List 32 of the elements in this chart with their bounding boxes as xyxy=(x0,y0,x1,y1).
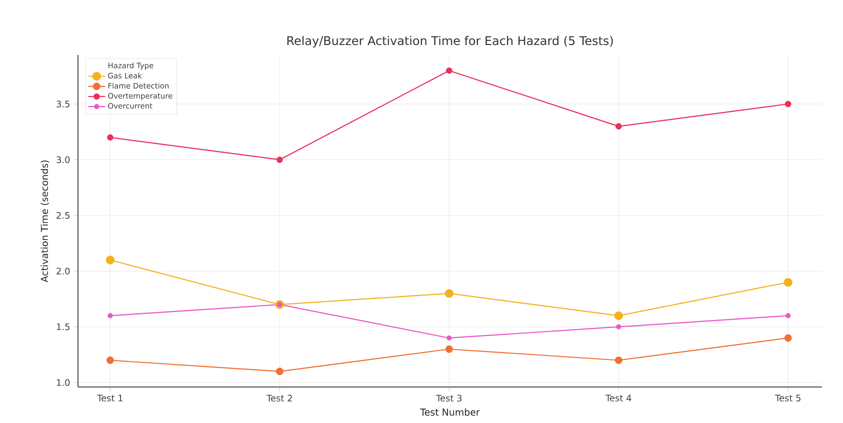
point xyxy=(786,313,791,318)
x-tick-label: Test 3 xyxy=(436,394,462,402)
point xyxy=(615,123,622,130)
point xyxy=(784,100,792,108)
y-tick-label: 1.0 xyxy=(56,379,70,386)
x-tick-label: Test 2 xyxy=(266,394,292,402)
x-tick-label: Test 5 xyxy=(774,394,800,402)
point xyxy=(784,278,792,287)
y-tick-label: 2.5 xyxy=(56,212,70,219)
point xyxy=(445,345,453,353)
point xyxy=(107,134,114,141)
point xyxy=(616,324,622,330)
x-tick-label: Test 1 xyxy=(97,394,122,402)
point xyxy=(276,368,284,376)
point xyxy=(106,356,114,364)
y-axis-title: Activation Time (seconds) xyxy=(40,160,50,282)
point xyxy=(444,289,454,298)
point xyxy=(614,356,622,364)
point xyxy=(446,67,452,74)
y-tick-label: 3.0 xyxy=(56,156,70,164)
chart-title: Relay/Buzzer Activation Time for Each Hazard (5 Tests) xyxy=(287,36,613,48)
point xyxy=(446,335,452,341)
y-tick-label: 2.0 xyxy=(56,268,70,275)
x-axis-title: Test Number xyxy=(420,408,480,416)
point xyxy=(614,311,623,320)
point xyxy=(108,313,113,318)
x-tick-label: Test 4 xyxy=(605,394,632,402)
point xyxy=(106,256,115,264)
point xyxy=(784,334,792,342)
point xyxy=(276,156,283,163)
y-tick-label: 3.5 xyxy=(56,100,70,108)
y-tick-label: 1.5 xyxy=(56,324,70,330)
